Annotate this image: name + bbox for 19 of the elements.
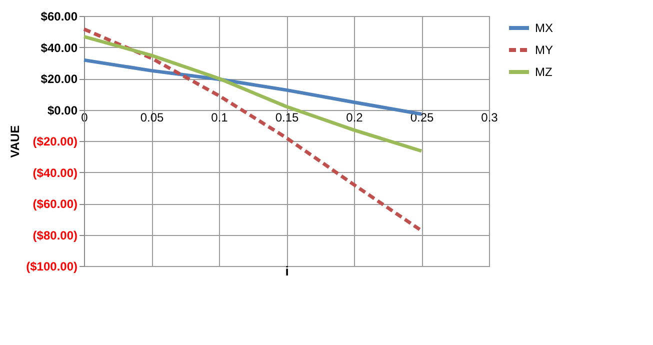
y-tick-label: ($60.00) — [32, 197, 78, 211]
y-tick-label: ($40.00) — [32, 166, 78, 180]
y-axis-title: VAUE — [8, 125, 22, 158]
legend-label: MZ — [535, 65, 552, 79]
y-tick-label: ($80.00) — [32, 228, 78, 242]
legend-label: MY — [535, 43, 553, 57]
y-tick-label: $20.00 — [40, 72, 78, 86]
x-tick-label: 0.2 — [346, 110, 364, 124]
y-tick-label: $40.00 — [40, 40, 78, 55]
x-tick-label: 0.3 — [481, 110, 498, 124]
x-axis-title: i — [285, 264, 289, 278]
legend-label: MX — [535, 21, 553, 35]
y-tick-label: ($100.00) — [26, 260, 78, 274]
y-tick-label: $0.00 — [47, 103, 78, 118]
x-tick-label: 0.05 — [140, 110, 164, 124]
x-tick-label: 0.1 — [211, 110, 228, 124]
y-tick-label: ($20.00) — [32, 134, 78, 148]
x-tick-label: 0.15 — [275, 110, 299, 124]
y-tick-label: $60.00 — [40, 10, 78, 24]
